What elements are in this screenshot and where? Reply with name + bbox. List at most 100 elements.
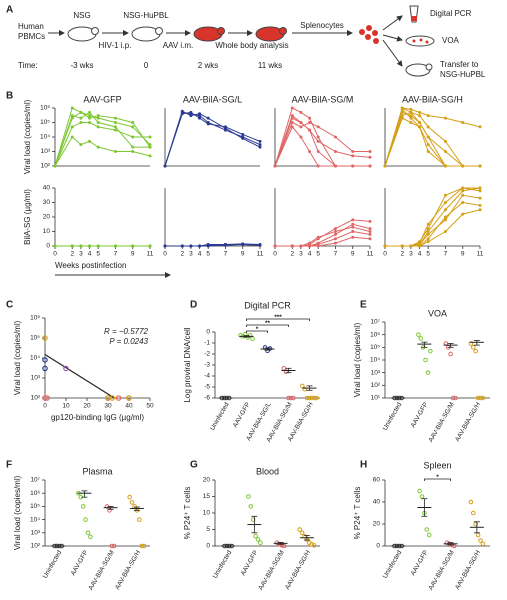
data-point (400, 244, 404, 248)
y-tick-label: -4 (204, 373, 210, 380)
data-point (42, 357, 48, 363)
y-axis-label: Viral load (copies/ml) (353, 322, 362, 397)
x-tick-label: 0 (163, 251, 167, 258)
y-tick-label: 5 (206, 526, 210, 533)
x-tick-label: 9 (131, 251, 135, 258)
x-tick-label: 4 (418, 251, 422, 258)
data-point (443, 164, 447, 168)
y-tick-label: 10⁶ (370, 331, 380, 338)
panel-letter: D (190, 300, 197, 311)
data-point (428, 348, 433, 354)
annotation: R = −0.5772 (104, 327, 149, 336)
x-tick-label: 5 (96, 251, 100, 258)
data-point (79, 121, 83, 124)
data-point (42, 365, 48, 372)
data-point (416, 332, 421, 337)
data-point (409, 244, 413, 248)
data-point (426, 237, 430, 241)
data-point (96, 121, 100, 124)
time-value: -3 wks (70, 61, 93, 70)
data-point (299, 110, 303, 114)
y-tick-label: 10⁴ (370, 357, 380, 364)
category-label: Uninfected (42, 549, 64, 580)
y-tick-label: 10³ (371, 369, 381, 376)
data-point (426, 150, 430, 153)
data-point (126, 395, 132, 401)
data-point (299, 135, 303, 139)
x-tick-label: 4 (88, 251, 92, 258)
data-point (83, 517, 88, 522)
data-point (308, 244, 312, 248)
series-line (275, 219, 371, 247)
series-line (384, 107, 480, 167)
category-label: AAV-BilA-SG/M (427, 401, 455, 443)
data-point (443, 208, 447, 212)
data-point (312, 395, 317, 401)
data-point (180, 244, 184, 248)
data-point (253, 533, 258, 539)
data-point (113, 244, 117, 248)
data-point (368, 219, 372, 223)
y-tick-label: 40 (43, 185, 51, 192)
series-line (274, 114, 370, 167)
data-point (409, 121, 413, 124)
data-point (139, 543, 144, 549)
significance-label: ** (265, 320, 271, 327)
data-point (206, 122, 210, 126)
data-point (113, 116, 117, 120)
data-point (400, 107, 404, 111)
y-tick-label: 10³ (41, 148, 51, 155)
data-point (53, 244, 57, 248)
x-tick-label: 7 (224, 251, 228, 258)
data-point (299, 244, 303, 248)
data-point (351, 150, 355, 153)
panel-title: AAV-BilA-SG/M (292, 94, 354, 104)
data-point (461, 212, 465, 216)
data-point (333, 230, 337, 233)
data-point (290, 114, 294, 118)
panel-title: AAV-BilA-SG/H (402, 94, 463, 104)
data-point (426, 230, 430, 233)
data-point (443, 150, 447, 153)
data-point (316, 164, 320, 168)
y-tick-label: 10² (31, 395, 41, 402)
data-point (309, 395, 315, 401)
data-point (475, 532, 481, 538)
data-point (288, 395, 294, 401)
x-tick-label: 2 (70, 251, 74, 258)
data-point (308, 116, 312, 120)
x-tick-label: 50 (146, 403, 154, 410)
y-tick-label: 10⁷ (370, 319, 380, 326)
data-point (478, 203, 482, 207)
data-point (351, 225, 355, 229)
transfer-label: Transfer to (440, 60, 479, 69)
data-point (426, 125, 430, 129)
x-tick-label: 0 (273, 251, 277, 258)
data-point (383, 164, 387, 168)
fit-line (44, 353, 115, 399)
data-point (258, 139, 262, 143)
x-tick-label: 11 (147, 251, 154, 258)
data-point (419, 494, 425, 499)
data-point (418, 240, 422, 244)
data-point (258, 145, 262, 149)
data-point (417, 488, 422, 494)
category-label: AAV-GFP (232, 401, 252, 428)
y-axis-label: Viral load (copies/ml) (13, 475, 22, 550)
category-label: AAV-GFP (410, 549, 430, 576)
data-point (468, 499, 474, 505)
data-point (304, 395, 310, 401)
data-point (300, 383, 305, 389)
series-line (384, 108, 480, 167)
data-point (478, 186, 482, 190)
data-point (351, 218, 355, 222)
data-point (426, 232, 430, 236)
data-point (443, 201, 447, 204)
y-tick-label: 10² (31, 543, 41, 550)
data-point (206, 244, 210, 248)
data-point (308, 150, 312, 153)
data-point (163, 244, 167, 248)
data-point (478, 208, 482, 212)
y-tick-label: 10⁴ (40, 134, 50, 141)
mouse-icon (255, 26, 287, 42)
